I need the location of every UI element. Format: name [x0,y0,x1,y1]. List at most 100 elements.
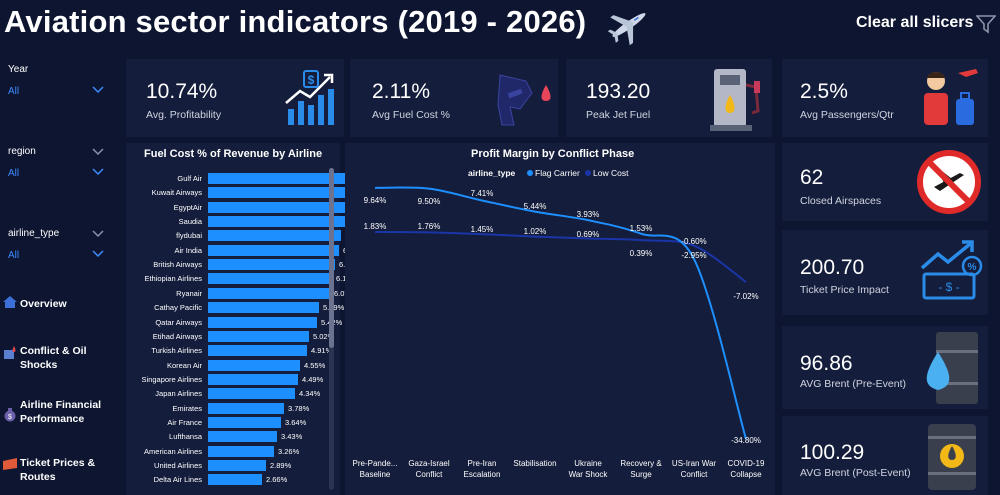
bar-row[interactable]: British Airways6.31% [126,259,360,271]
bar[interactable] [208,388,295,400]
bar[interactable] [208,216,355,228]
bar-row[interactable]: Singapore Airlines 4.49% [126,373,326,385]
bar-chart-fuel-cost: Fuel Cost % of Revenue by Airline Gulf A… [126,143,430,495]
legend-marker[interactable] [585,170,591,176]
slicer-airline-type[interactable]: airline_type All [8,228,104,261]
money-bag-icon: $ [4,408,16,422]
chevron-down-icon[interactable] [92,148,104,156]
series-line-low-cost[interactable] [374,231,747,283]
bar-category-label: EgyptAir [173,202,202,212]
bar[interactable] [208,474,262,486]
kpi-card-ticket-price: 200.70 Ticket Price Impact - $ - % [782,230,988,315]
kpi-card-peak-jet-fuel: 193.20 Peak Jet Fuel [566,59,772,137]
kpi-label: Avg. Profitability [146,109,222,121]
bar-row[interactable]: Kuwait Airways9.51% [126,187,425,199]
legend-label[interactable]: Flag Carrier [535,168,580,178]
bar[interactable] [208,230,341,242]
kpi-value: 100.29 [800,441,865,464]
bar-category-label: United Airlines [154,461,202,470]
scrollbar-thumb[interactable] [329,168,334,348]
clear-all-slicers-button[interactable]: Clear all slicers [856,14,974,31]
airplane-icon [607,13,646,46]
nav-item-airline-financial-performance[interactable]: $ Airline Financial Performance [2,398,114,426]
bar[interactable] [208,416,281,428]
x-tick-label: Gaza-Israel [408,459,450,468]
bar-row[interactable]: Gulf Air9.78% [126,173,430,184]
bar[interactable] [208,345,307,357]
bar-row[interactable]: Air France 3.64% [126,416,326,428]
bar-row[interactable]: United Airlines 2.89% [126,460,326,471]
bar-row[interactable]: Lufthansa 3.43% [126,431,326,443]
bar-row[interactable]: flydubai6.61% [126,230,366,242]
bar[interactable] [208,302,319,314]
bar[interactable] [208,259,335,271]
kpi-value: 200.70 [800,256,865,279]
bar-data-label: 5.02% [313,331,335,341]
bar-category-label: Air France [167,417,202,427]
bar[interactable] [208,431,277,443]
growth-chart-icon: $ [285,70,334,125]
bar[interactable] [208,316,317,328]
bar-row[interactable]: Ethiopian Airlines6.16% [126,273,357,285]
bar[interactable] [208,359,300,371]
bar[interactable] [208,273,332,285]
slicer-value[interactable]: All [8,86,20,97]
bar-category-label: Turkish Airlines [151,346,202,356]
bar-category-label: Singapore Airlines [141,374,202,384]
chevron-down-icon[interactable] [92,230,104,238]
chevron-down-icon[interactable] [92,250,104,258]
bar[interactable] [208,445,274,457]
bar-row[interactable]: Saudia7.28% [126,216,380,228]
kpi-label: Avg Fuel Cost % [372,109,451,121]
x-tick-label: Pre-Pande... [353,459,398,468]
nav-item-overview[interactable]: Overview [2,294,114,311]
scrollbar[interactable] [329,168,334,490]
bar-row[interactable]: Delta Air Lines 2.66% [126,474,326,486]
bar[interactable] [208,373,298,385]
data-label: 0.69% [577,230,600,239]
chart-title: Profit Margin by Conflict Phase [471,148,635,160]
series-line-flag-carrier[interactable] [374,186,747,440]
nav-item-conflict-oil-shocks[interactable]: Conflict & Oil Shocks [2,344,114,372]
chart-title: Fuel Cost % of Revenue by Airline [144,148,323,160]
bar-row[interactable]: Etihad Airways 5.02% [126,330,334,342]
bar[interactable] [208,330,309,342]
bar[interactable] [208,201,385,213]
bar-row[interactable]: EgyptAir8.81% [126,201,410,213]
kpi-label: Ticket Price Impact [800,284,889,296]
bar-row[interactable]: Turkish Airlines 4.91% [126,345,332,357]
bar-row[interactable]: Cathay Pacific5.49% [126,302,344,314]
bar[interactable] [208,460,266,471]
slicer-region[interactable]: region All [8,146,104,179]
slicer-year[interactable]: Year All [8,64,104,97]
legend-label[interactable]: Low Cost [593,168,629,178]
bar[interactable] [208,187,400,199]
chevron-down-icon[interactable] [92,86,104,94]
slicer-value[interactable]: All [8,250,20,261]
bar-row[interactable]: Air India6.49% [126,244,364,256]
data-label: 1.76% [418,222,441,231]
bar[interactable] [208,287,330,299]
data-label: 1.83% [364,222,387,231]
bar-category-label: Saudia [178,217,202,227]
bar-row[interactable]: Emirates 3.78% [126,402,326,414]
bar[interactable] [208,173,405,184]
filter-icon[interactable] [976,14,996,34]
bar-row[interactable]: Japan Airlines 4.34% [126,388,326,400]
chevron-down-icon[interactable] [92,168,104,176]
bar-row[interactable]: American Airlines 3.26% [126,445,326,457]
legend-marker[interactable] [527,170,533,176]
oil-drop-icon [4,346,16,359]
nav-label: Ticket Prices & Routes [20,457,96,483]
bar[interactable] [208,402,284,414]
bar-category-label: Ryanair [176,288,202,298]
data-label: 9.64% [364,196,387,205]
bar-row[interactable]: Ryanair 6.07% [126,287,355,299]
slicer-value[interactable]: All [8,168,20,179]
x-tick-label: Surge [630,470,652,479]
bar-row[interactable]: Korean Air 4.55% [126,359,326,371]
fuel-pump-icon [710,69,760,131]
bar[interactable] [208,244,339,256]
nav-item-ticket-prices-routes[interactable]: Ticket Prices & Routes [2,456,114,484]
